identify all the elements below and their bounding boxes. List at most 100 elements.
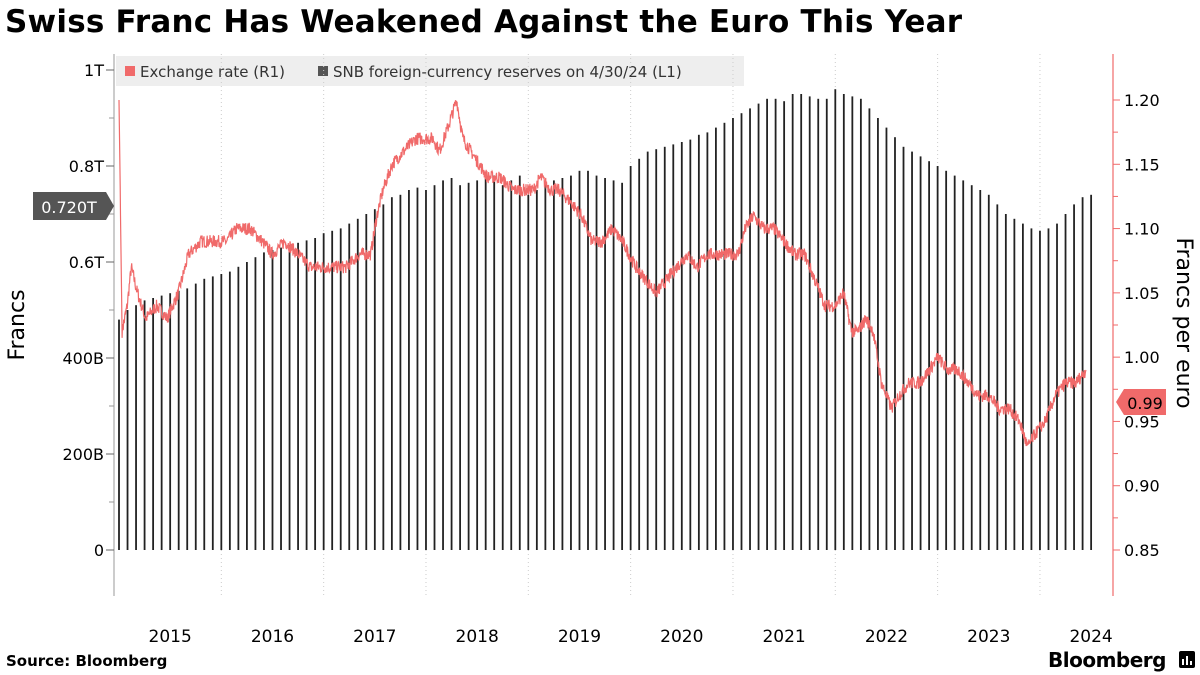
- x-tick-label: 2018: [456, 627, 499, 647]
- reserves-bar: [979, 190, 982, 550]
- reserves-bar: [629, 166, 632, 550]
- reserves-bar: [877, 118, 879, 550]
- x-tick-label: 2020: [660, 627, 703, 647]
- reserves-bar: [595, 175, 598, 550]
- reserves-bar: [604, 178, 606, 550]
- reserves-bar: [851, 96, 854, 551]
- x-tick-label: 2015: [149, 627, 192, 647]
- reserves-bar: [143, 300, 146, 550]
- x-axis-ticks: 2015 2016 2017 2018 2019 2020 2021 2022 2023 2024: [149, 627, 1113, 647]
- right-axis-label: Francs per euro: [1171, 237, 1196, 408]
- reserves-bar: [894, 137, 896, 550]
- reserves-bar: [305, 240, 308, 550]
- reserves-bar: [953, 175, 956, 550]
- reserves-bar: [314, 238, 317, 550]
- reserves-bar: [322, 233, 325, 550]
- reserves-bar: [723, 122, 726, 551]
- x-tick-label: 2023: [967, 627, 1010, 647]
- reserves-bar: [220, 274, 223, 550]
- reserves-bar: [135, 305, 137, 550]
- reserves-bar: [288, 245, 291, 550]
- reserves-bar: [663, 146, 666, 551]
- reserves-bar: [382, 204, 385, 550]
- reserves-bar: [715, 127, 717, 550]
- reserves-bar: [638, 158, 641, 551]
- reserves-bar: [467, 182, 470, 551]
- reserves-bar: [987, 194, 990, 551]
- legend-label-exchange-rate: Exchange rate (R1): [140, 63, 285, 81]
- right-tick-label: 1.20: [1124, 91, 1160, 110]
- right-tick-label: 0.85: [1124, 541, 1160, 560]
- right-axis-ticks: 0.85 0.90 0.95 1.00 1.05 1.10 1.15 1.20: [1113, 91, 1160, 560]
- reserves-bar: [774, 98, 777, 551]
- reserves-bar: [510, 180, 513, 550]
- reserves-bar: [919, 156, 922, 550]
- reserves-bar: [501, 185, 504, 550]
- reserves-bar: [203, 278, 206, 550]
- reserves-bar: [578, 170, 581, 551]
- left-tick-label: 1T: [84, 61, 104, 80]
- brand-logo: Bloomberg: [1048, 648, 1166, 672]
- x-tick-label: 2016: [251, 627, 294, 647]
- legend-label-reserves: SNB foreign-currency reserves on 4/30/24…: [333, 63, 682, 81]
- reserves-bar: [842, 94, 845, 550]
- exchange-rate-line: [118, 99, 1087, 447]
- brand-chart-icon: [1179, 651, 1195, 668]
- reserves-bar: [339, 228, 342, 550]
- reserves-bar: [211, 276, 214, 550]
- reserves-bar: [169, 293, 172, 550]
- x-tick-label: 2019: [558, 627, 601, 647]
- right-tick-label: 1.15: [1124, 155, 1160, 174]
- reserves-bar: [570, 175, 572, 550]
- reserves-bar: [152, 298, 155, 550]
- reserves-bar: [749, 108, 751, 551]
- right-tick-label: 1.05: [1124, 284, 1160, 303]
- reserves-bar: [783, 101, 786, 550]
- left-tick-label: 200B: [62, 445, 104, 464]
- last-value-left-label: 0.720T: [41, 198, 97, 217]
- right-tick-label: 0.90: [1124, 477, 1160, 496]
- reserves-bar: [757, 103, 760, 550]
- reserves-bar: [1056, 223, 1058, 550]
- reserves-bar: [177, 290, 180, 550]
- source-note: Source: Bloomberg: [6, 652, 168, 670]
- reserves-bar: [271, 250, 274, 550]
- reserves-bar: [476, 180, 479, 550]
- x-tick-label: 2021: [762, 627, 805, 647]
- last-value-right-marker: 0.99: [1116, 389, 1166, 415]
- x-tick-label: 2022: [865, 627, 908, 647]
- reserves-bar: [280, 247, 282, 550]
- left-tick-label: 0.6T: [69, 253, 104, 272]
- reserves-bar: [390, 197, 393, 550]
- reserves-bar: [552, 180, 555, 550]
- reserves-bar: [373, 209, 376, 550]
- reserves-bar: [902, 146, 905, 551]
- reserves-bar: [996, 204, 999, 550]
- reserves-bar: [689, 139, 692, 550]
- last-value-left-marker: 0.720T: [33, 192, 114, 220]
- reserves-bar: [126, 310, 129, 550]
- reserves-bar: [740, 113, 743, 550]
- reserves-bar: [228, 271, 231, 550]
- reserves-bar: [399, 194, 402, 551]
- left-tick-label: 400B: [62, 349, 104, 368]
- reserves-bar: [706, 132, 709, 550]
- reserves-bar: [732, 118, 734, 550]
- left-axis-label: Francs: [5, 289, 30, 360]
- legend-swatch-exchange-rate: [125, 66, 135, 76]
- chart-title: Swiss Franc Has Weakened Against the Eur…: [5, 4, 963, 40]
- reserves-bar: [442, 180, 444, 550]
- reserves-bar: [254, 257, 257, 550]
- reserves-bar: [356, 218, 359, 551]
- reserves-bar: [928, 161, 930, 550]
- reserves-bar: [1090, 194, 1093, 551]
- reserves-bars: [118, 89, 1093, 551]
- reserves-bar: [544, 182, 547, 551]
- reserves-bar: [766, 98, 768, 551]
- reserves-bar: [297, 242, 299, 551]
- reserves-bar: [646, 151, 649, 550]
- reserves-bar: [655, 149, 658, 550]
- reserves-bar: [459, 185, 461, 550]
- reserves-bar: [365, 214, 368, 550]
